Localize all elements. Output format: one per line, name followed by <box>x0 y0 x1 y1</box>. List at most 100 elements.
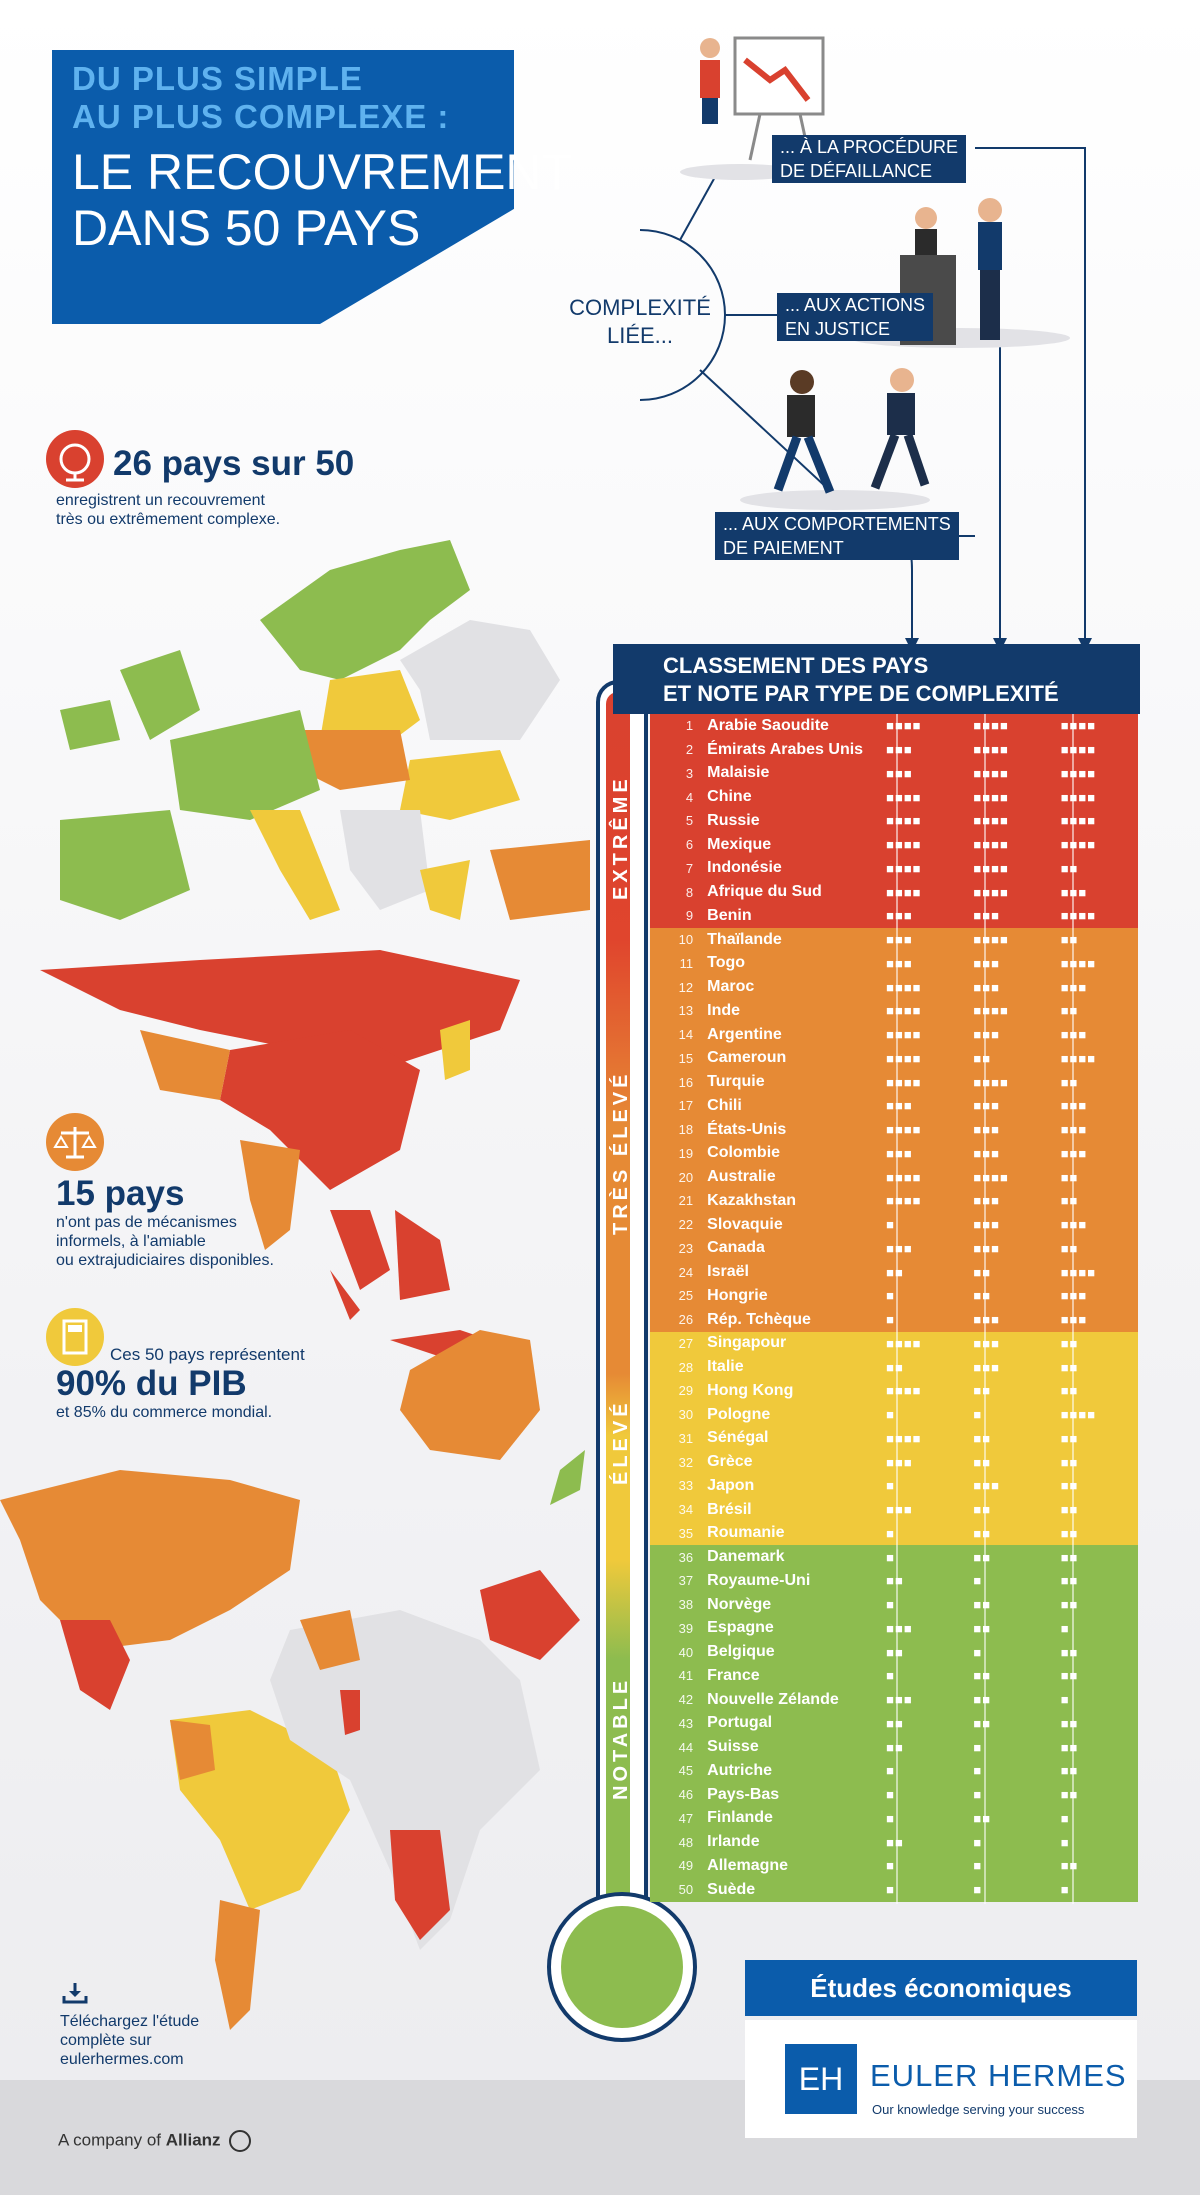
score-payment: ■■■■ <box>1060 837 1097 853</box>
score-procedure: ■■ <box>886 1834 904 1850</box>
country-name: Hongrie <box>707 1286 768 1304</box>
table-row: 32 Grèce ■■■ ■■ ■■ <box>650 1450 1138 1474</box>
table-row: 43 Portugal ■■ ■■ ■■ <box>650 1711 1138 1736</box>
page-title-line2: DANS 50 PAYS <box>72 200 421 256</box>
score-justice: ■■■■ <box>973 1169 1009 1185</box>
euler-hermes-name: EULER HERMES <box>870 2058 1127 2093</box>
country-name: Sénégal <box>707 1429 769 1447</box>
score-procedure: ■■■ <box>886 932 913 948</box>
score-payment: ■■ <box>1060 1383 1079 1399</box>
score-procedure: ■ <box>886 1549 895 1565</box>
download-line1: Téléchargez l'étude <box>60 2013 200 2030</box>
score-payment: ■■ <box>1060 1549 1079 1565</box>
score-procedure: ■ <box>886 1763 895 1779</box>
table-row: 2 Émirats Arabes Unis ■■■ ■■■■ ■■■■ <box>650 737 1138 762</box>
download-icon[interactable] <box>62 1982 88 2004</box>
score-procedure: ■■■ <box>886 742 913 758</box>
column-divider <box>984 714 986 1904</box>
country-name: Danemark <box>707 1548 785 1566</box>
score-justice: ■■ <box>973 1050 992 1066</box>
score-procedure: ■ <box>886 1288 895 1304</box>
score-justice: ■■ <box>973 1620 992 1636</box>
rank-cell: 23 <box>678 1240 694 1256</box>
score-procedure: ■■■ <box>886 765 913 781</box>
score-procedure: ■■■ <box>886 908 913 924</box>
rank-cell: 15 <box>678 1050 694 1066</box>
rank-cell: 35 <box>678 1525 694 1541</box>
country-name: Émirats Arabes Unis <box>707 740 864 758</box>
score-payment: ■■■■ <box>1060 742 1097 758</box>
score-payment: ■■■ <box>1051 1027 1138 1042</box>
score-justice: ■ <box>973 1763 983 1779</box>
footer-prefix: A company of <box>58 2130 162 2150</box>
score-procedure: ■■■■ <box>886 979 922 995</box>
table-row: 20 Australie ■■■■ ■■■■ ■■ <box>650 1165 1138 1189</box>
download-url[interactable]: eulerhermes.com <box>60 2051 184 2068</box>
country-name: Grèce <box>707 1453 753 1471</box>
score-procedure: ■■■■ <box>886 789 922 805</box>
rank-cell: 50 <box>678 1882 694 1898</box>
rank-cell: 42 <box>678 1692 694 1708</box>
level-eleve-label: ÉLEVÉ <box>610 1399 632 1485</box>
scales-icon <box>46 1113 104 1171</box>
table-row: 34 Brésil ■■■ ■■ ■■ <box>650 1497 1138 1522</box>
score-procedure: ■■ <box>886 1573 904 1589</box>
rank-cell: 47 <box>678 1810 694 1826</box>
score-justice: ■■■■ <box>973 932 1009 948</box>
score-payment: ■■ <box>1060 1074 1079 1090</box>
score-procedure: ■■■ <box>886 955 913 971</box>
score-justice: ■■■ <box>973 1359 1000 1375</box>
country-name: Slovaquie <box>707 1215 783 1233</box>
stat-pib: 90% du PIB <box>56 1364 247 1403</box>
score-justice: ■■■■ <box>973 884 1009 900</box>
title-kicker-line1: DU PLUS SIMPLE <box>72 60 363 97</box>
allianz-footer: A company of Allianz <box>58 2130 252 2152</box>
rank-cell: 16 <box>678 1074 694 1090</box>
score-procedure: ■■ <box>886 1644 904 1660</box>
score-justice: ■■ <box>973 1715 992 1731</box>
score-payment: ■■ <box>1060 1502 1079 1518</box>
download-link[interactable]: Téléchargez l'étude complète sur eulerhe… <box>60 2012 199 2069</box>
score-payment: ■■■ <box>1051 1098 1138 1113</box>
score-payment: ■ <box>1060 1692 1070 1708</box>
country-name: Mexique <box>707 835 772 853</box>
column-divider <box>1072 714 1074 1904</box>
table-row: 27 Singapour ■■■■ ■■■ ■■ <box>650 1331 1138 1356</box>
rank-cell: 31 <box>678 1430 694 1446</box>
score-procedure: ■■ <box>886 1359 904 1375</box>
level-notable-label: NOTABLE <box>610 1676 632 1800</box>
country-name: Russie <box>707 811 760 829</box>
score-payment: ■■ <box>1060 1240 1079 1256</box>
score-payment: ■ <box>1060 1882 1070 1898</box>
score-justice: ■■ <box>973 1502 992 1518</box>
rank-cell: 4 <box>685 789 694 805</box>
score-justice: ■ <box>973 1787 983 1803</box>
rank-cell: 37 <box>678 1573 694 1589</box>
euler-hermes-tagline: Our knowledge serving your success <box>872 2102 1085 2117</box>
score-justice: ■■■■ <box>973 813 1009 829</box>
score-payment: ■■ <box>1060 1430 1079 1446</box>
score-procedure: ■ <box>886 1668 895 1684</box>
table-title-line2: ET NOTE PAR TYPE DE COMPLEXITÉ <box>663 681 1059 706</box>
stat-15-pays-desc-line1: n'ont pas de mécanismes <box>56 1214 237 1231</box>
table-row: 33 Japon ■ ■■■ ■■ <box>650 1474 1138 1498</box>
table-row: 9 Benin ■■■ ■■■ ■■■■ <box>650 904 1138 928</box>
table-row: 7 Indonésie ■■■■ ■■■■ ■■ <box>650 856 1138 881</box>
score-payment: ■■ <box>1060 1478 1079 1494</box>
score-procedure: ■■■■ <box>886 1122 922 1138</box>
score-procedure: ■■■ <box>886 1454 913 1470</box>
score-procedure: ■■■■ <box>886 1335 922 1351</box>
thermometer-fill <box>606 692 630 1932</box>
rank-cell: 13 <box>678 1003 694 1019</box>
rank-cell: 21 <box>678 1193 694 1209</box>
score-procedure: ■ <box>886 1312 895 1328</box>
table-row: 23 Canada ■■■ ■■■ ■■ <box>650 1236 1138 1261</box>
score-payment: ■■■■ <box>1060 813 1097 829</box>
score-payment: ■■■ <box>1051 885 1138 900</box>
rank-cell: 22 <box>678 1217 694 1233</box>
country-name: Thaïlande <box>707 930 782 948</box>
